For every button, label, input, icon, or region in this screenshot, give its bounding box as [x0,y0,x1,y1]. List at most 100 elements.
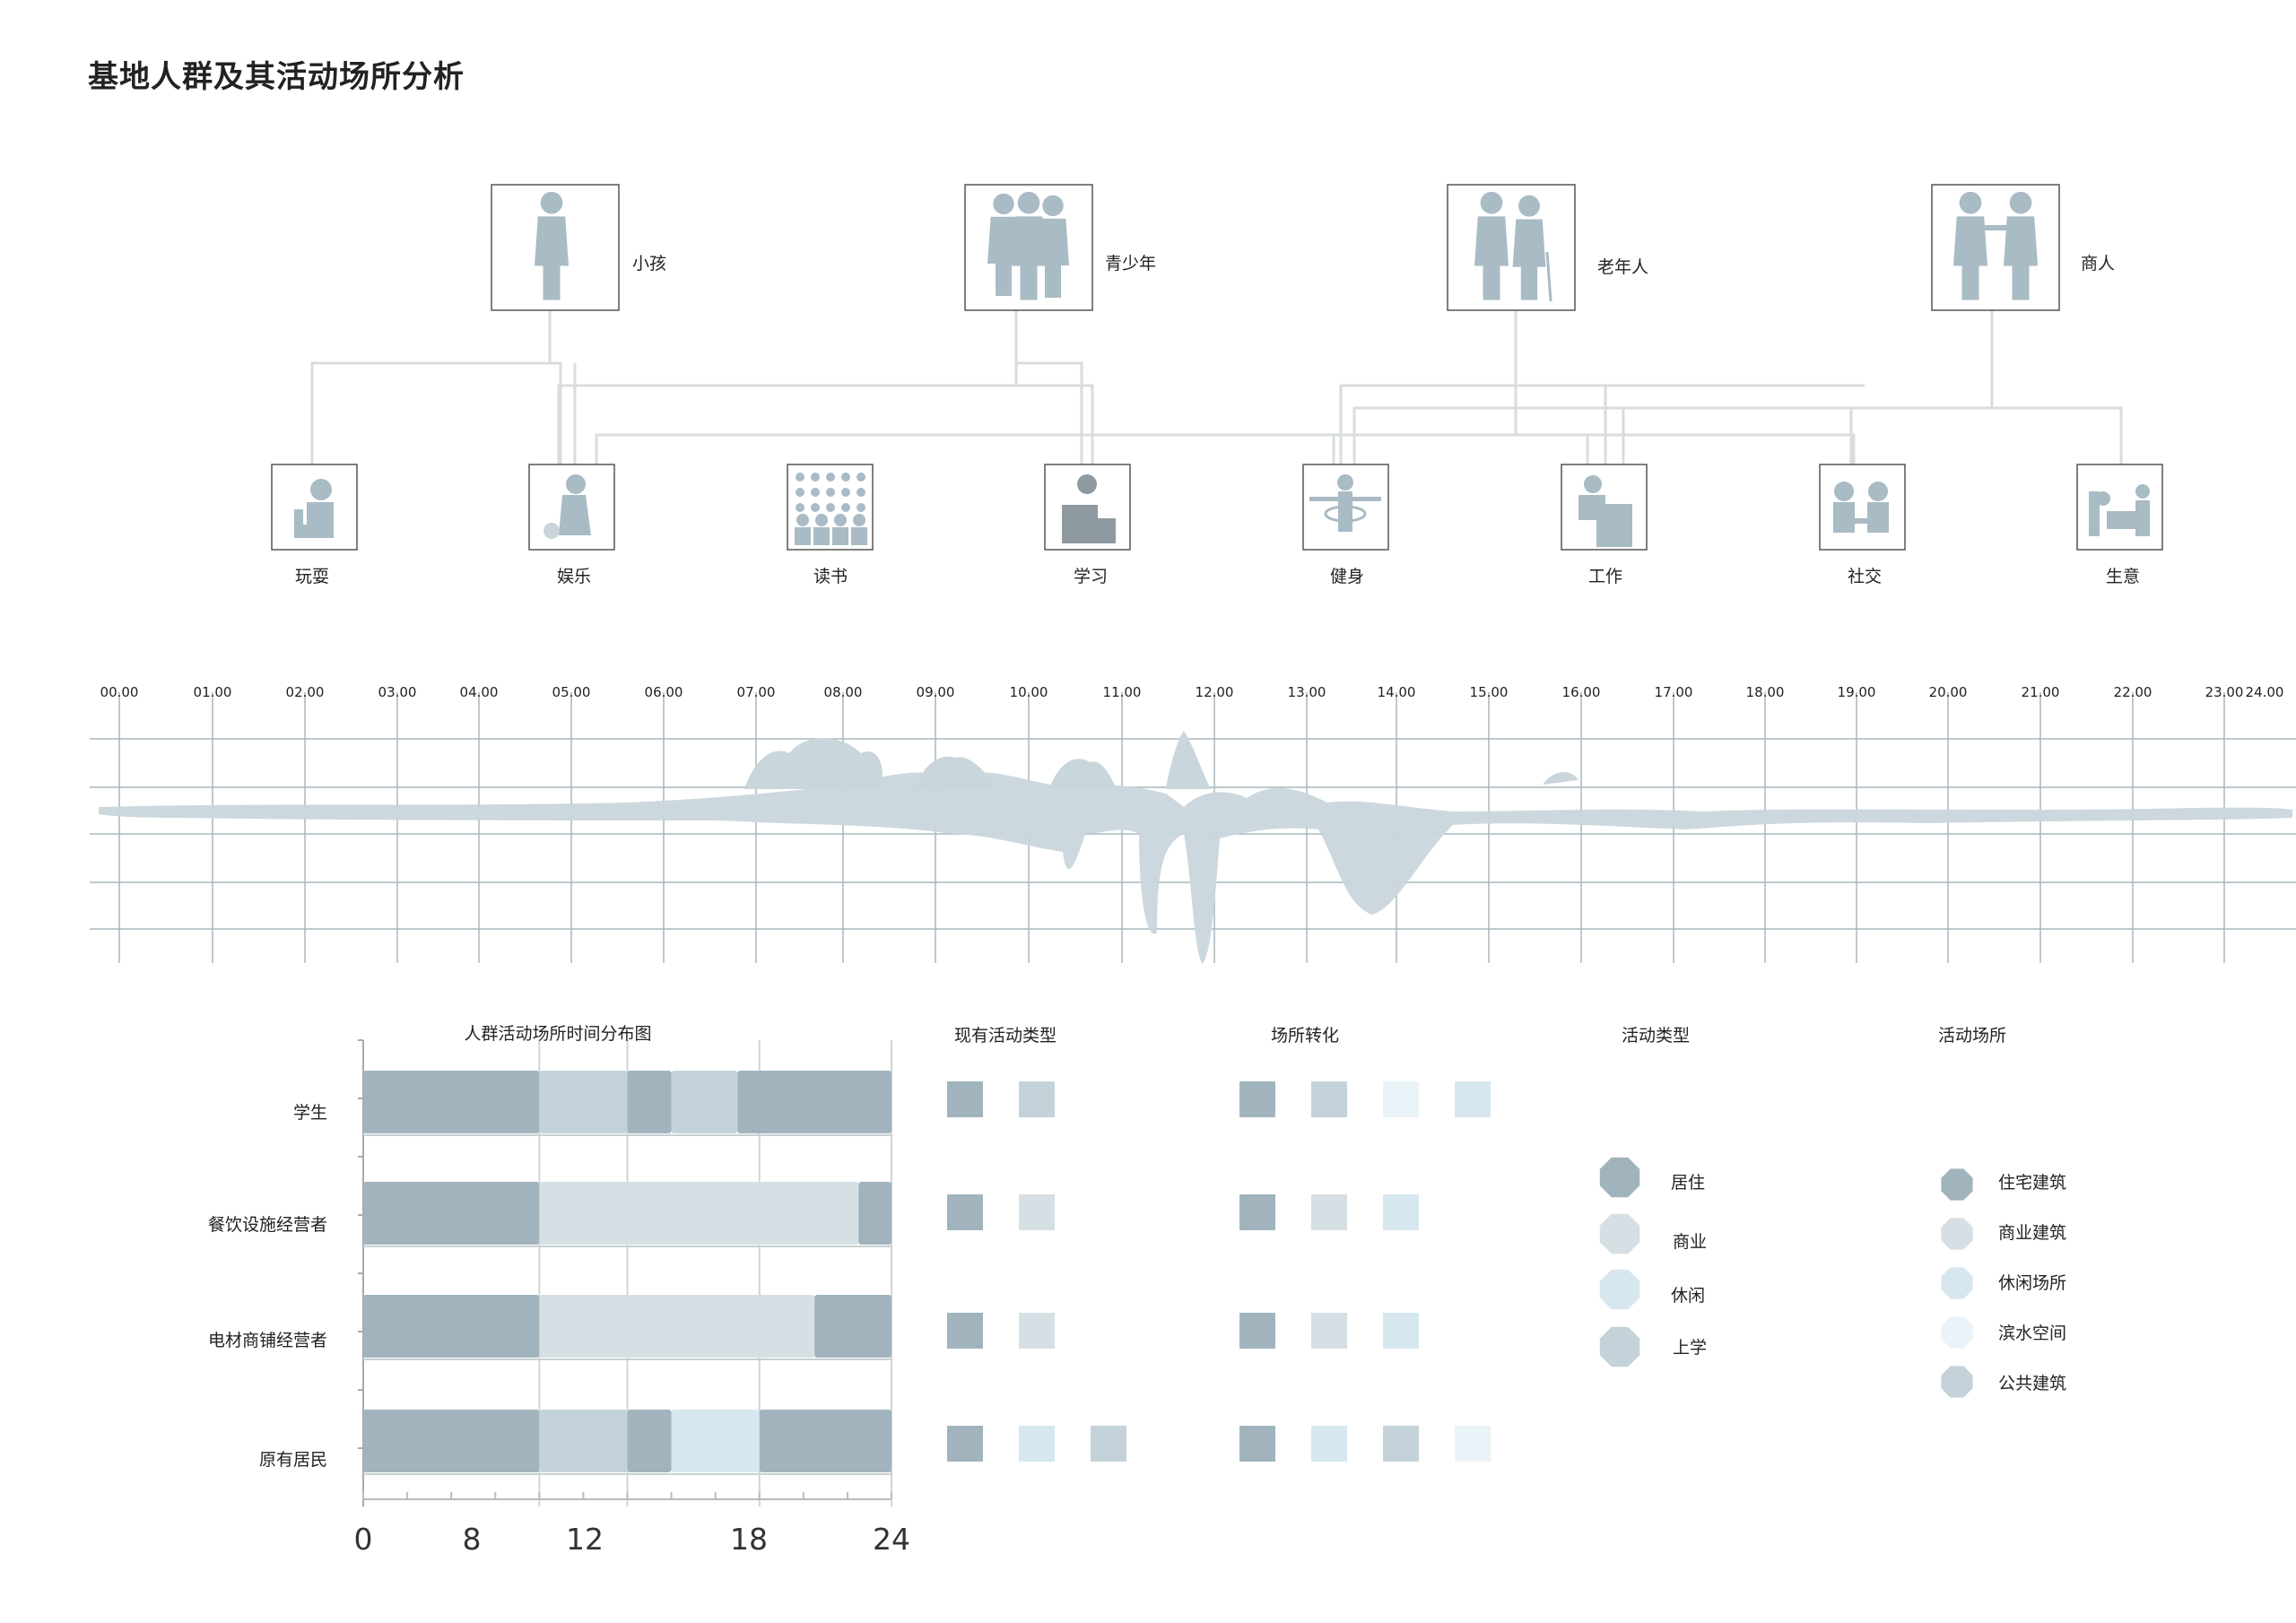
existing-type-swatch [1019,1081,1055,1117]
activity-label-business: 生意 [2105,567,2141,586]
legend-activity-leisure: 休闲 [1671,1286,1706,1306]
legend-place-waterfront: 滨水空间 [1998,1324,2067,1343]
x-tick-12: 12 [566,1522,604,1557]
legend-place-marker [1941,1366,1973,1398]
hour-label: 23.00 [2205,684,2244,700]
legend-activity-school: 上学 [1673,1338,1708,1358]
elderly-couple-icon [1447,184,1576,311]
connector-line [1992,406,2123,466]
trade-counter-icon [2076,464,2163,551]
legend-place-public: 公共建筑 [1998,1374,2067,1393]
activity-flow-band [99,772,2292,964]
people-group [491,184,2060,311]
chart-bar-segment [539,1410,628,1472]
chart-bar-segment [363,1410,540,1472]
hour-label: 03.00 [378,684,417,700]
hour-label: 17.00 [1654,684,1693,700]
row-label-student: 学生 [292,1103,327,1123]
leisure-with-dog-icon [528,464,615,551]
hour-label: 01.00 [193,684,232,700]
legend-place-commercial: 商业建筑 [1998,1223,2067,1243]
legend-place-leisure: 休闲场所 [1998,1273,2067,1293]
chart-bar-segment [759,1410,891,1472]
hour-label: 09.00 [916,684,955,700]
row-label-resident: 原有居民 [258,1450,327,1470]
activity-label-work: 工作 [1587,567,1623,586]
chart-title: 人群活动场所时间分布图 [464,1024,652,1044]
x-tick-8: 8 [462,1522,482,1557]
activity-flow-peak [1166,731,1211,789]
hour-label: 21.00 [2021,684,2060,700]
exercise-icon [1302,464,1389,551]
legend-activity-marker [1599,1269,1640,1310]
activity-label-read: 读书 [813,567,848,586]
legend-place-marker [1941,1267,1973,1299]
connector-line [595,309,1518,466]
classroom-icon [787,464,874,551]
hour-label: 02.00 [285,684,325,700]
hour-label: 06.00 [644,684,683,700]
existing-type-swatch [1091,1426,1126,1462]
activities-group [271,464,2163,551]
existing-type-swatch [1019,1426,1055,1462]
activity-flow-peak [744,738,883,789]
activity-label-study: 学习 [1073,567,1109,586]
conversion-swatch [1311,1313,1347,1349]
legend-place-marker [1941,1218,1973,1250]
hour-label: 20.00 [1928,684,1968,700]
conversion-swatch [1311,1426,1347,1462]
activity-place-header: 活动场所 [1937,1026,2007,1046]
office-worker-icon [1561,464,1648,551]
hour-label: 15.00 [1469,684,1509,700]
swatch-panels [947,1081,1491,1462]
chart-bar-segment [539,1071,628,1133]
time-distribution-chart [358,1039,892,1506]
activity-label-fitness: 健身 [1329,567,1365,586]
connector-line [1352,309,1994,466]
connector-line [310,309,552,466]
person-label-elderly: 老年人 [1597,257,1649,277]
connector-line [1332,433,1516,466]
connector-line [1016,384,1094,466]
existing-types-header: 现有活动类型 [953,1026,1057,1046]
chart-bar-segment [814,1295,891,1358]
conversion-swatch [1383,1081,1419,1117]
activity-label-play: 玩耍 [294,567,330,586]
hour-label: 04.00 [459,684,499,700]
chart-bar-segment [363,1295,540,1358]
legend-activity-commerce: 商业 [1673,1232,1708,1252]
hour-label: 05.00 [552,684,591,700]
legend-activity-residence: 居住 [1671,1173,1706,1193]
hour-label: 18.00 [1745,684,1785,700]
existing-type-swatch [947,1081,983,1117]
legend-activity-marker [1599,1157,1640,1198]
chart-bar-segment [671,1071,738,1133]
x-tick-0: 0 [353,1522,373,1557]
two-people-talking-icon [1819,464,1906,551]
connector-line [1016,361,1083,466]
child-playing-icon [271,464,358,551]
conversion-swatch [1383,1313,1419,1349]
hour-label: 07.00 [736,684,776,700]
child-icon [491,184,620,311]
conversion-swatch [1239,1081,1275,1117]
legend-activity-marker [1599,1213,1640,1254]
timeline-panel [90,692,2296,964]
chart-bar-segment [539,1295,815,1358]
existing-type-swatch [947,1313,983,1349]
connector-line [1516,433,1856,466]
x-tick-18: 18 [730,1522,768,1557]
activity-label-entertain: 娱乐 [556,567,592,586]
connector-line [557,309,1018,466]
chart-bar-segment [627,1071,672,1133]
activity-label-social: 社交 [1847,567,1883,586]
person-label-child: 小孩 [632,254,667,273]
activity-flow-peak [1049,759,1117,789]
connector-line [550,361,562,466]
chart-bar-segment [737,1071,891,1133]
conversion-swatch [1239,1426,1275,1462]
conversion-swatch [1239,1313,1275,1349]
conversion-swatch [1455,1081,1491,1117]
activity-flow-peak [915,756,996,789]
